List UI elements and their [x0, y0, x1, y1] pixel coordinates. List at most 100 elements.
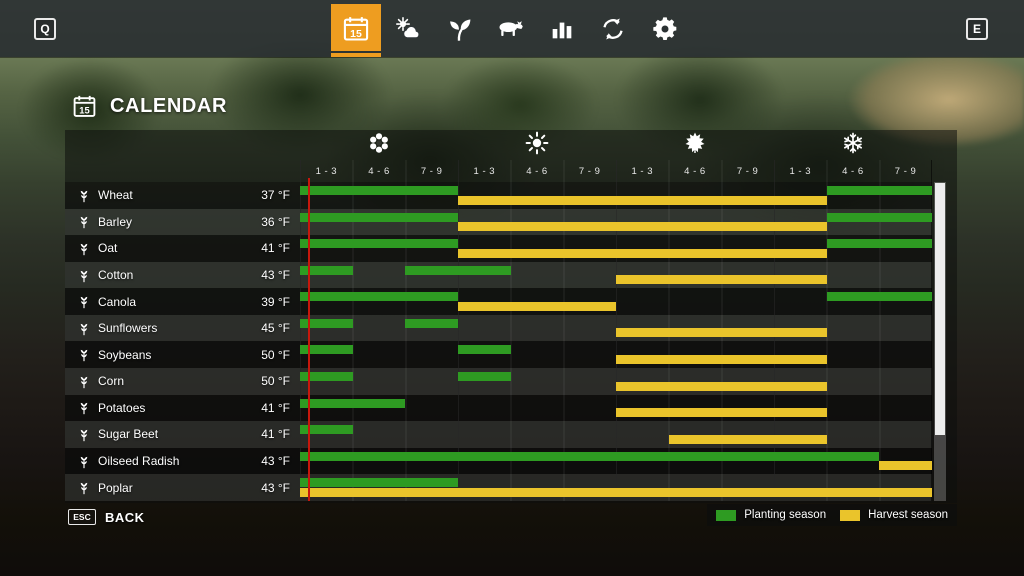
- crop-season-track: [300, 368, 932, 395]
- planting-bar: [826, 186, 932, 195]
- calendar-row-oilseed-radish: Oilseed Radish 43 °F: [65, 447, 932, 475]
- crop-name: Oilseed Radish: [98, 454, 180, 469]
- calendar-row-sugar-beet: Sugar Beet 41 °F: [65, 421, 932, 448]
- calendar-row-barley: Barley 36 °F: [65, 208, 932, 236]
- tab-calendar[interactable]: 15: [330, 0, 382, 57]
- calendar-row-wheat: Wheat 37 °F: [65, 182, 932, 209]
- crop-icon-sunflowers: [78, 321, 91, 336]
- crop-row-label: Oat 41 °F: [65, 235, 300, 262]
- crop-row-label: Barley 36 °F: [65, 209, 300, 236]
- planting-bar: [458, 372, 511, 382]
- scrollbar-thumb[interactable]: [935, 183, 945, 435]
- period-label: 4 - 6: [842, 165, 864, 177]
- sun-icon: [525, 131, 549, 160]
- period-label: 1 - 3: [789, 165, 811, 177]
- crop-season-track: [300, 288, 932, 315]
- calendar-row-oat: Oat 41 °F: [65, 235, 932, 262]
- tab-weather[interactable]: [382, 0, 434, 57]
- period-label: 4 - 6: [526, 165, 548, 177]
- current-day-marker: [307, 178, 310, 501]
- crop-name: Barley: [98, 214, 133, 229]
- harvest-bar: [616, 275, 827, 285]
- harvest-bar: [616, 354, 827, 364]
- crop-row-label: Canola 39 °F: [65, 288, 300, 315]
- planting-bar: [300, 398, 406, 408]
- key-hint-e[interactable]: E: [966, 18, 988, 40]
- calendar-icon: 15: [342, 15, 370, 43]
- season-spring: [300, 130, 458, 160]
- tab-animals[interactable]: [485, 0, 537, 57]
- crop-germination-temp: 41 °F: [261, 400, 290, 415]
- settings-icon: [651, 15, 679, 43]
- crop-germination-temp: 45 °F: [261, 321, 290, 336]
- planting-bar: [826, 212, 932, 222]
- svg-text:15: 15: [350, 27, 362, 39]
- tab-crops[interactable]: [433, 0, 485, 57]
- harvest-bar: [616, 328, 827, 338]
- crop-row-label: Poplar 43 °F: [65, 474, 300, 501]
- planting-bar: [300, 292, 458, 302]
- tab-settings[interactable]: [639, 0, 691, 57]
- crop-row-label: Sunflowers 45 °F: [65, 315, 300, 342]
- key-hint-q[interactable]: Q: [34, 18, 56, 40]
- page-title: CALENDAR: [110, 95, 228, 117]
- crop-name: Canola: [98, 294, 137, 309]
- period-label: 7 - 9: [578, 165, 601, 177]
- leaf-icon: [683, 131, 707, 160]
- crop-icon-sugar-beet: [78, 427, 91, 442]
- season-summer: [458, 130, 616, 160]
- crop-name: Sugar Beet: [98, 427, 159, 442]
- crop-name: Soybeans: [98, 347, 152, 362]
- tab-rotation[interactable]: [588, 0, 640, 57]
- crop-season-track: [300, 262, 932, 289]
- crop-row-label: Sugar Beet 41 °F: [65, 421, 300, 448]
- planting-legend-swatch: [716, 509, 737, 521]
- crop-germination-temp: 39 °F: [261, 294, 290, 309]
- planting-bar: [300, 239, 458, 249]
- period-label: 7 - 9: [420, 165, 443, 177]
- period-label: 4 - 6: [684, 165, 706, 177]
- season-winter: [774, 130, 932, 160]
- crop-season-track: [300, 474, 932, 501]
- crop-season-track: [300, 209, 932, 236]
- period-label: 4 - 6: [368, 165, 390, 177]
- harvest-bar: [616, 381, 827, 391]
- back-control[interactable]: ESC BACK: [68, 509, 145, 525]
- crop-season-track: [300, 448, 932, 475]
- crop-season-track: [300, 421, 932, 448]
- crop-row-label: Corn 50 °F: [65, 368, 300, 395]
- crop-row-label: Soybeans 50 °F: [65, 341, 300, 368]
- scrollbar[interactable]: [934, 182, 946, 501]
- crop-name: Cotton: [98, 268, 134, 283]
- crop-name: Poplar: [98, 480, 133, 495]
- crop-icon-oilseed-radish: [78, 454, 91, 469]
- planting-bar: [300, 451, 880, 461]
- calendar-row-canola: Canola 39 °F: [65, 288, 932, 315]
- calendar-row-soybeans: Soybeans 50 °F: [65, 341, 932, 369]
- crop-season-track: [300, 235, 932, 262]
- crop-germination-temp: 43 °F: [261, 480, 290, 495]
- crop-row-label: Oilseed Radish 43 °F: [65, 448, 300, 475]
- planting-bar: [826, 239, 932, 249]
- crop-icon-cotton: [78, 268, 91, 283]
- planting-legend-label: Planting season: [744, 509, 827, 521]
- planting-bar: [300, 212, 458, 222]
- crop-germination-temp: 37 °F: [261, 188, 290, 203]
- harvest-bar: [616, 408, 827, 418]
- key-hint-esc: ESC: [68, 509, 96, 525]
- animal-icon: [496, 18, 524, 38]
- tab-statistics[interactable]: [536, 0, 588, 57]
- calendar-row-poplar: Poplar 43 °F: [65, 474, 932, 501]
- crop-name: Sunflowers: [98, 321, 158, 336]
- calendar-row-potatoes: Potatoes 41 °F: [65, 394, 932, 422]
- crop-season-track: [300, 182, 932, 209]
- crop-germination-temp: 41 °F: [261, 241, 290, 256]
- snow-icon: [841, 131, 865, 160]
- crop-icon-potatoes: [78, 400, 91, 415]
- svg-text:15: 15: [79, 106, 89, 116]
- calendar-panel: 1 - 3 4 - 6 7 - 9 1 - 3 4 - 6 7 - 9 1 - 3 4 - 6…: [65, 130, 957, 503]
- top-hud-bar: Q 15 E: [0, 0, 1024, 57]
- calendar-row-sunflowers: Sunflowers 45 °F: [65, 314, 932, 342]
- crop-icon-oat: [78, 241, 91, 256]
